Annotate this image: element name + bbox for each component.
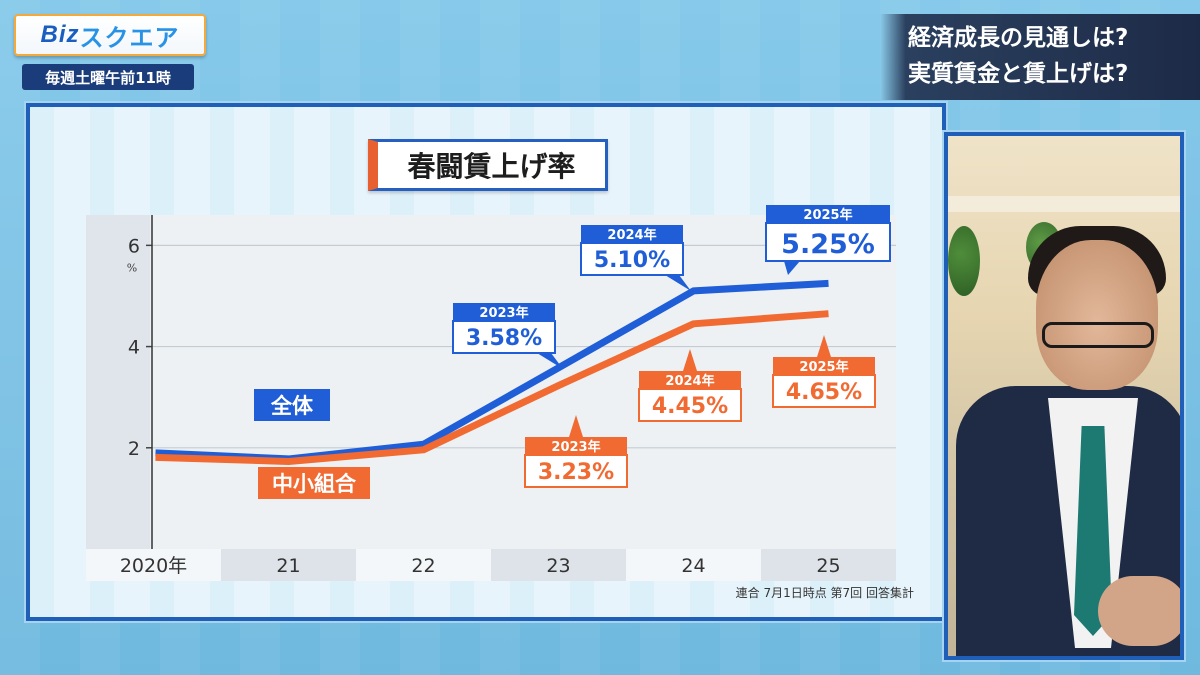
presenter-hand (1098, 576, 1180, 646)
data-source-note: 連合 7月1日時点 第7回 回答集計 (735, 586, 914, 600)
presenter-face (1036, 240, 1158, 390)
y-tick-label: 6 (128, 235, 140, 257)
callout-value: 3.23% (538, 460, 614, 485)
presenter-glasses (1042, 322, 1154, 348)
callout-year: 2024年 (607, 227, 656, 243)
presenter-video (944, 132, 1184, 660)
callout-body (765, 222, 891, 262)
y-tick-label: 2 (128, 438, 140, 460)
callout-pointer (683, 349, 697, 371)
x-axis-cell (761, 549, 896, 581)
y-axis-unit: % (127, 261, 137, 274)
x-axis-cell (356, 549, 491, 581)
callout-header (453, 303, 555, 321)
callout-year: 2024年 (665, 373, 714, 389)
broadcast-schedule: 毎週土曜午前11時 (22, 64, 194, 90)
x-tick-label: 22 (411, 555, 435, 577)
plot-background (86, 215, 896, 549)
x-axis-cell (626, 549, 761, 581)
callout-header (581, 225, 683, 243)
callout-year: 2025年 (803, 207, 852, 223)
logo-biz: Biz (40, 21, 80, 48)
callout-pointer (665, 275, 691, 291)
y-tick-label: 4 (128, 337, 140, 359)
callout-year: 2025年 (799, 359, 848, 375)
program-logo: Biz スクエア (14, 14, 206, 56)
x-axis-cell (86, 549, 221, 581)
x-tick-label: 21 (276, 555, 300, 577)
callout-value: 5.10% (594, 248, 670, 273)
headline-line-2: 実質賃金と賃上げは? (908, 61, 1129, 87)
logo-square: スクエア (79, 24, 180, 52)
callout-value: 3.58% (466, 326, 542, 351)
callout-body (772, 374, 876, 408)
callout-body (524, 454, 628, 488)
x-axis-cell (491, 549, 626, 581)
x-tick-label: 2020年 (120, 555, 187, 577)
plant-decoration (948, 226, 980, 296)
chart-board: 春闘賃上げ率 2020年 21 22 23 24 25 2 4 6% 全体 中小組合 2023年 3.5… (26, 103, 946, 621)
callout-body (452, 320, 556, 354)
callout-year: 2023年 (479, 305, 528, 321)
series-name-box (254, 389, 330, 421)
callout-pointer (784, 261, 800, 275)
headline-panel: 経済成長の見通しは? 実質賃金と賃上げは? (880, 14, 1200, 100)
callout-year: 2023年 (551, 439, 600, 455)
series-name-label: 全体 (270, 394, 314, 418)
x-axis-cell (221, 549, 356, 581)
series-name-box (258, 467, 370, 499)
wage-increase-chart: 2020年 21 22 23 24 25246%全体中小組合2023年3.58%2024年… (86, 205, 896, 581)
callout-body (638, 388, 742, 422)
callout-header (766, 205, 890, 223)
callout-value: 4.65% (786, 380, 862, 405)
callout-header (525, 437, 627, 455)
callout-pointer (817, 335, 831, 357)
callout-header (639, 371, 741, 389)
chart-title: 春闘賃上げ率 (368, 139, 608, 191)
callout-header (773, 357, 875, 375)
callout-body (580, 242, 684, 276)
x-tick-label: 23 (546, 555, 570, 577)
callout-value: 4.45% (652, 394, 728, 419)
x-tick-label: 25 (816, 555, 840, 577)
callout-pointer (569, 415, 583, 437)
y-axis-band (86, 215, 150, 549)
background-shelf (948, 196, 1180, 212)
series-line-small-unions (155, 310, 829, 465)
callout-pointer (537, 353, 563, 369)
x-tick-label: 24 (681, 555, 705, 577)
callout-value: 5.25% (781, 229, 875, 260)
headline-line-1: 経済成長の見通しは? (908, 25, 1129, 51)
series-name-label: 中小組合 (272, 472, 357, 496)
